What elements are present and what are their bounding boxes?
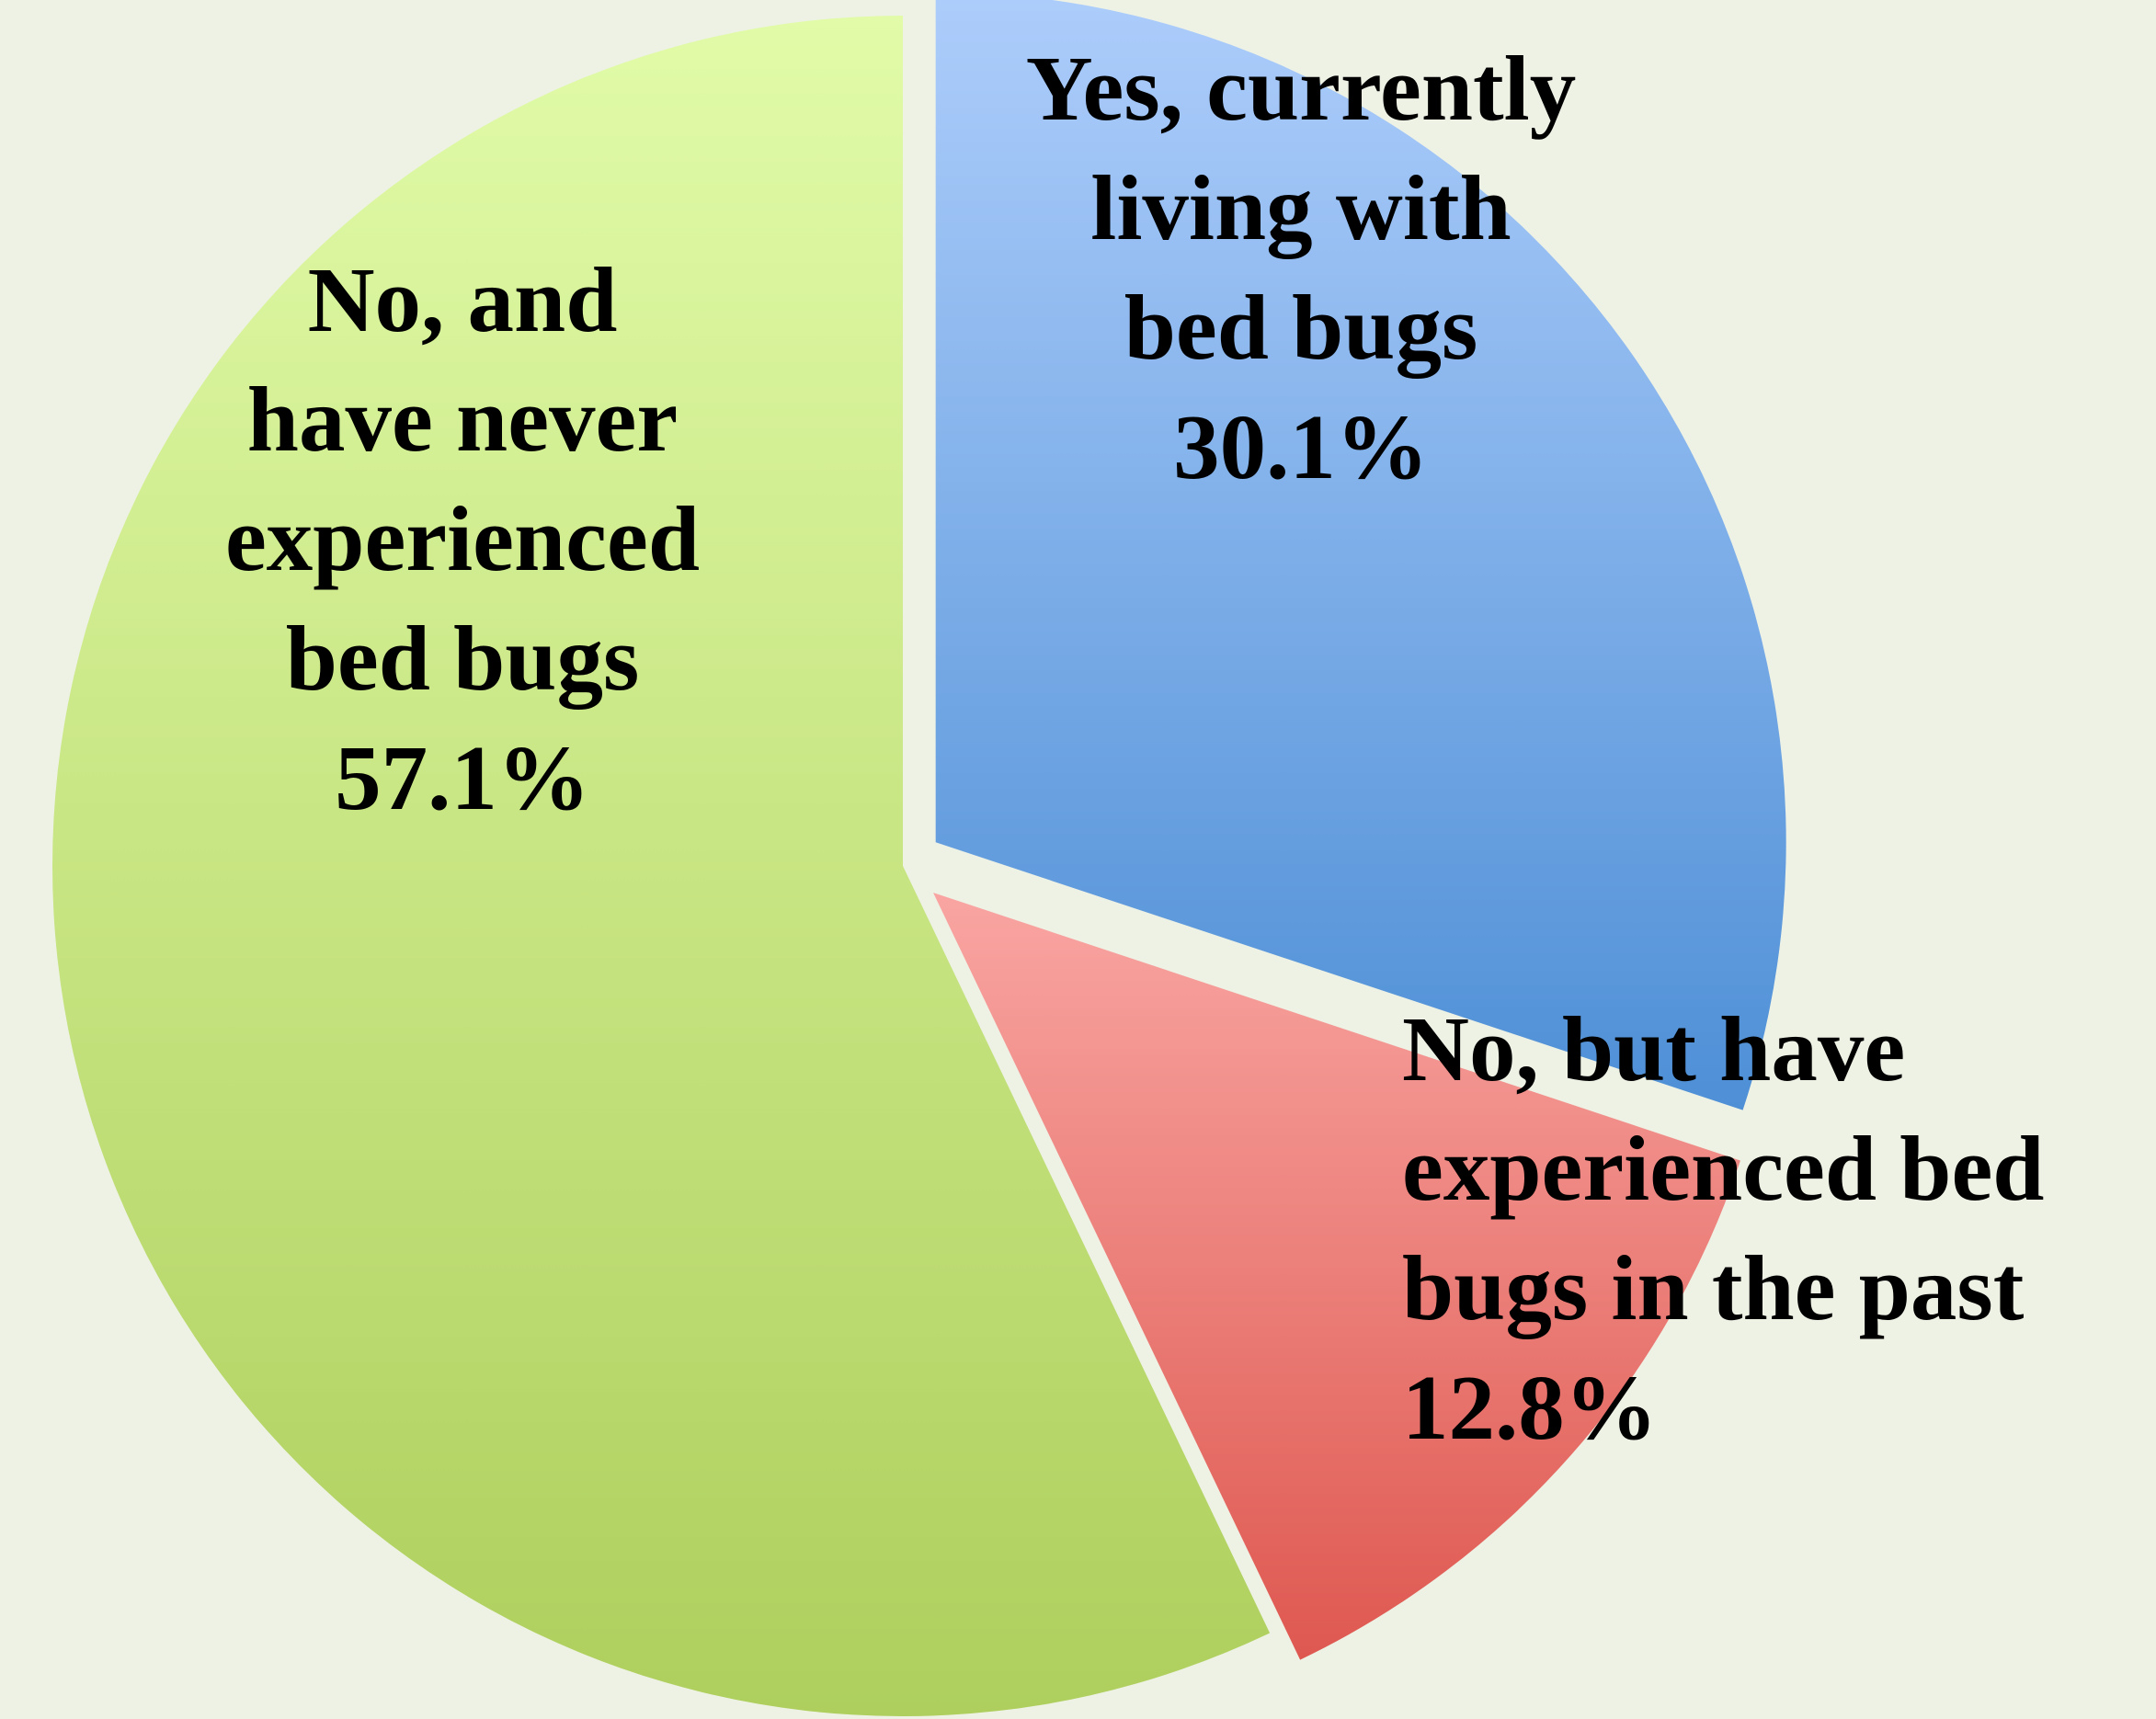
pie-slice-3 (52, 16, 1271, 1717)
pie-slice-2 (933, 893, 1740, 1660)
slice-value-label: 57.1% (335, 726, 590, 829)
slice-label-line: bed bugs (286, 607, 640, 710)
pie-slices (52, 0, 1786, 1717)
slice-label-line: bed bugs (1124, 276, 1478, 379)
slice-label-line: experienced bed (1402, 1117, 2044, 1220)
slice-label-3: No, and have never experienced bed bugs 57.1… (225, 248, 700, 829)
slice-value-label: 30.1% (1173, 395, 1429, 498)
slice-label-line: bugs in the past (1402, 1236, 2025, 1339)
slice-label-line: living with (1090, 156, 1511, 259)
slice-label-line: No, and (308, 248, 618, 351)
slice-label-line: No, but have (1402, 997, 1905, 1100)
slice-label-1: Yes, currently living with bed bugs 30.1% (1026, 37, 1576, 498)
pie-slice-1 (935, 0, 1786, 1110)
slice-label-line: experienced (225, 487, 700, 590)
slice-label-line: have never (247, 368, 678, 471)
slice-label-2: No, but have experienced bed bugs in the p… (1402, 997, 2044, 1459)
slice-value-label: 12.8% (1402, 1356, 1658, 1459)
pie-labels: Yes, currently living with bed bugs 30.1% No… (225, 37, 2044, 1459)
slice-label-line: Yes, currently (1026, 37, 1576, 140)
